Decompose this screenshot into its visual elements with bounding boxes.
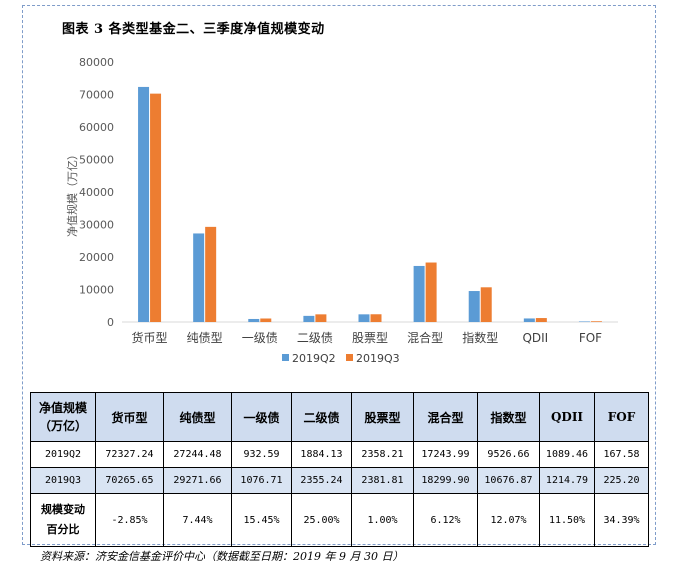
table-cell: 25.00% [291,493,352,547]
bar-2019q2 [413,265,425,322]
figure-title: 图表 3 各类型基金二、三季度净值规模变动 [62,22,325,37]
table-cell: 2355.24 [291,467,352,494]
legend-swatch [346,354,353,361]
row-label-line2: 百分比 [46,523,80,536]
table-row: 2019Q3 70265.65 29271.66 1076.71 2355.24… [30,467,649,494]
x-tick-label: 纯债型 [187,331,223,345]
table-cell: 2381.81 [351,467,414,494]
bar-2019q3 [370,314,382,322]
table-cell: 6.12% [413,493,478,547]
row-label: 2019Q3 [30,467,96,494]
table-cell: -2.85% [95,493,164,547]
x-tick-label: 二级债 [297,331,333,345]
table-cell: 72327.24 [95,441,164,468]
bar-chart: 0 10000 20000 30000 40000 50000 60000 70000 8000… [65,56,618,365]
table-cell: 1076.71 [231,467,292,494]
row-label: 2019Q2 [30,441,96,468]
x-tick-label: 混合型 [407,330,443,345]
table-cell: 12.07% [477,493,540,547]
y-tick-label: 0 [107,316,114,329]
table-cell: 1089.46 [539,441,595,468]
bar-2019q2 [248,318,260,322]
table-header-cell: 纯债型 [163,392,232,442]
bar-2019q3 [150,93,162,323]
x-tick-label: QDII [522,331,548,345]
bar-2019q3 [535,318,547,322]
bar-2019q2 [578,321,590,322]
bar-2019q2 [193,233,205,322]
table-cell: 1.00% [351,493,414,547]
y-axis-label: 净值规模（万亿） [65,149,79,237]
table-cell: 27244.48 [163,441,232,468]
source-note: 资料来源：济安金信基金评价中心（数据截至日期：2019 年 9 月 30 日） [40,550,404,563]
x-tick-label: FOF [579,331,602,345]
legend-label: 2019Q2 [292,352,336,365]
table-cell: 10676.87 [477,467,540,494]
table-cell: 9526.66 [477,441,540,468]
table-cell: 167.58 [594,441,649,468]
y-tick-label: 70000 [79,89,114,102]
table-header-cell: 二级债 [291,392,352,442]
bar-2019q3 [590,321,602,322]
table-header-cell: 指数型 [477,392,540,442]
table-header-row: 净值规模 （万亿） 货币型 纯债型 一级债 二级债 股票型 混合型 指数型 QD… [30,392,649,442]
table-cell: 70265.65 [95,467,164,494]
row-label-line1: 规模变动 [41,503,85,516]
table-cell: 7.44% [163,493,232,547]
bar-2019q3 [315,314,327,322]
table-cell: 29271.66 [163,467,232,494]
table-row: 规模变动 百分比 -2.85% 7.44% 15.45% 25.00% 1.00… [30,493,649,547]
table-row: 2019Q2 72327.24 27244.48 932.59 1884.13 … [30,441,649,468]
table-header-line1: 净值规模 [38,401,87,415]
table-header-cell: 混合型 [413,392,478,442]
y-axis: 0 10000 20000 30000 40000 50000 60000 70000 8000… [79,56,114,329]
bar-2019q3 [480,287,492,322]
legend-swatch [282,354,289,361]
table-cell: 1884.13 [291,441,352,468]
y-tick-label: 80000 [79,56,114,69]
x-axis: 货币型 纯债型 一级债 二级债 股票型 混合型 指数型 QDII FOF [132,330,603,345]
table-header-cell: QDII [539,392,595,442]
table-cell: 17243.99 [413,441,478,468]
table-header-cell: 货币型 [95,392,164,442]
bar-2019q2 [523,318,535,322]
table-cell: 15.45% [231,493,292,547]
x-tick-label: 股票型 [352,331,388,345]
table-cell: 932.59 [231,441,292,468]
table-header-cell: 净值规模 （万亿） [30,392,96,442]
y-tick-label: 60000 [79,121,114,134]
table-cell: 34.39% [594,493,649,547]
x-tick-label: 指数型 [462,330,498,345]
y-tick-label: 10000 [79,284,114,297]
legend: 2019Q2 2019Q3 [282,352,400,365]
x-tick-label: 一级债 [242,331,278,345]
data-table: 净值规模 （万亿） 货币型 纯债型 一级债 二级债 股票型 混合型 指数型 QD… [30,392,649,547]
bar-2019q3 [425,262,437,322]
table-header-cell: 股票型 [351,392,414,442]
table-header-cell: 一级债 [231,392,292,442]
bars [138,86,602,323]
table-header-cell: FOF [594,392,649,442]
table-header-line2: （万亿） [38,419,87,433]
y-tick-label: 20000 [79,251,114,264]
table-cell: 1214.79 [539,467,595,494]
table-cell: 2358.21 [351,441,414,468]
legend-label: 2019Q3 [356,352,400,365]
y-tick-label: 30000 [79,219,114,232]
table-cell: 18299.90 [413,467,478,494]
bar-2019q2 [303,315,315,322]
y-tick-label: 50000 [79,154,114,167]
bar-2019q3 [205,226,217,322]
table-cell: 225.20 [594,467,649,494]
y-tick-label: 40000 [79,186,114,199]
x-tick-label: 货币型 [132,330,168,345]
bar-2019q2 [358,314,370,322]
bar-2019q2 [138,86,150,323]
row-label: 规模变动 百分比 [30,493,96,547]
bar-2019q2 [468,291,480,322]
bar-2019q3 [260,318,272,322]
table-cell: 11.50% [539,493,595,547]
